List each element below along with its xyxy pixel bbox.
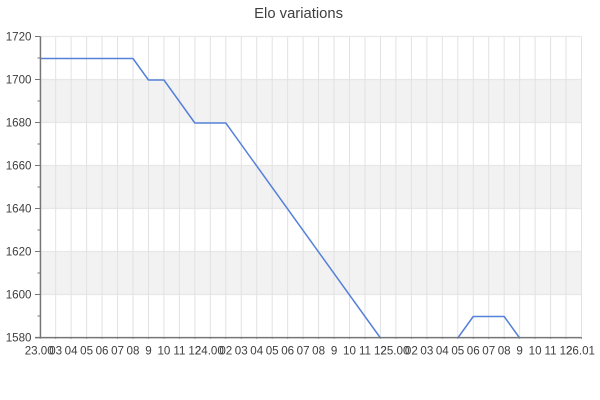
svg-text:08: 08 [312,345,325,358]
svg-text:11: 11 [173,345,185,358]
svg-text:08: 08 [498,345,511,358]
svg-text:03: 03 [49,345,62,358]
svg-text:1720: 1720 [6,30,32,43]
svg-text:1700: 1700 [6,73,32,86]
svg-text:1600: 1600 [6,288,32,301]
svg-text:24.00: 24.00 [195,345,224,358]
svg-text:11: 11 [545,345,557,358]
svg-text:1580: 1580 [6,331,32,344]
svg-text:06: 06 [96,345,109,358]
svg-text:12: 12 [374,345,387,358]
svg-text:9: 9 [331,345,337,358]
svg-text:07: 07 [111,345,124,358]
svg-text:08: 08 [127,345,140,358]
svg-text:23.00: 23.00 [25,345,54,358]
svg-text:10: 10 [529,345,542,358]
svg-text:25.00: 25.00 [380,345,409,358]
svg-text:05: 05 [266,345,279,358]
svg-text:1640: 1640 [6,202,32,215]
svg-text:9: 9 [145,345,151,358]
svg-text:03: 03 [420,345,433,358]
svg-text:11: 11 [359,345,371,358]
svg-text:04: 04 [65,345,78,358]
svg-text:10: 10 [343,345,356,358]
svg-text:12: 12 [560,345,573,358]
svg-text:06: 06 [281,345,294,358]
svg-text:04: 04 [250,345,263,358]
svg-text:04: 04 [436,345,449,358]
svg-text:02: 02 [219,345,232,358]
svg-text:07: 07 [297,345,310,358]
svg-text:9: 9 [516,345,522,358]
svg-text:26.01: 26.01 [566,345,595,358]
svg-text:05: 05 [451,345,464,358]
svg-text:1620: 1620 [6,245,32,258]
svg-text:12: 12 [188,345,201,358]
svg-text:10: 10 [157,345,170,358]
svg-text:02: 02 [405,345,418,358]
svg-text:06: 06 [467,345,480,358]
svg-text:1680: 1680 [6,116,32,129]
svg-text:Elo variations: Elo variations [254,6,343,22]
svg-text:1660: 1660 [6,159,32,172]
svg-text:07: 07 [482,345,495,358]
svg-text:03: 03 [235,345,248,358]
svg-text:05: 05 [80,345,93,358]
